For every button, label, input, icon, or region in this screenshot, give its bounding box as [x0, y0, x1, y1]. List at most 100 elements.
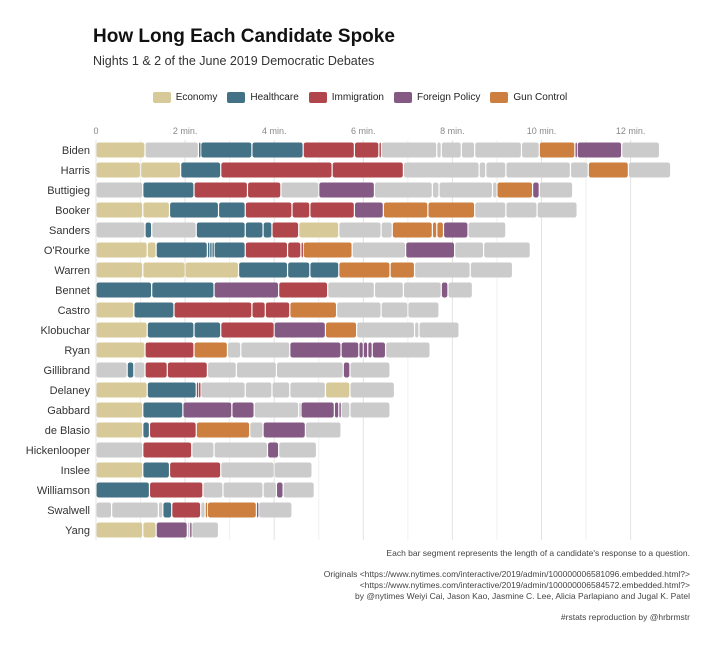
bar-segment — [232, 402, 254, 418]
candidate-label: Booker — [55, 205, 90, 217]
bar-segment — [245, 222, 263, 238]
bar-segment — [279, 442, 316, 458]
candidate-label: Bennet — [55, 285, 90, 297]
bar-segment — [290, 382, 325, 398]
candidate-bar — [96, 502, 292, 518]
bar-segment — [357, 322, 414, 338]
bars — [96, 142, 671, 538]
bar-segment — [537, 202, 577, 218]
bar-segment — [350, 382, 394, 398]
legend-item: Foreign Policy — [394, 92, 480, 103]
bar-segment — [201, 142, 252, 158]
bar-segment — [310, 262, 339, 278]
bar-segment — [339, 402, 341, 418]
bar-segment — [343, 362, 350, 378]
bar-segment — [390, 262, 414, 278]
bar-segment — [475, 202, 506, 218]
bar-segment — [415, 322, 419, 338]
chart-title: How Long Each Candidate Spoke — [93, 26, 395, 47]
candidate-label: Warren — [54, 265, 90, 277]
bar-segment — [256, 502, 259, 518]
candidate-bar — [96, 302, 439, 318]
bar-segment — [372, 342, 385, 358]
candidate-label: Sanders — [49, 225, 90, 237]
bar-segment — [143, 462, 169, 478]
bar-segment — [290, 302, 336, 318]
candidate-bar — [96, 482, 314, 498]
legend-label: Immigration — [331, 92, 384, 103]
candidate-label: Ryan — [64, 345, 90, 357]
bar-segment — [192, 442, 214, 458]
bar-segment — [326, 382, 350, 398]
bar-segment — [196, 422, 250, 438]
bar-segment — [301, 402, 334, 418]
bar-segment — [172, 502, 201, 518]
x-tick-label: 4 min. — [262, 126, 287, 136]
bar-segment — [254, 402, 299, 418]
bar-segment — [205, 502, 208, 518]
bar-segment — [143, 202, 169, 218]
bar-segment — [539, 142, 575, 158]
bar-segment — [415, 262, 470, 278]
bar-segment — [350, 362, 390, 378]
x-tick-label: 2 min. — [173, 126, 198, 136]
bar-segment — [248, 182, 281, 198]
bar-segment — [455, 242, 483, 258]
bar-segment — [143, 422, 149, 438]
bar-segment — [319, 182, 374, 198]
bar-segment — [143, 182, 194, 198]
legend-label: Healthcare — [250, 92, 299, 103]
bar-segment — [577, 142, 622, 158]
bar-segment — [143, 442, 192, 458]
bar-segment — [245, 202, 292, 218]
bar-segment — [272, 382, 290, 398]
bar-segment — [96, 442, 143, 458]
bar-segment — [196, 222, 245, 238]
bar-segment — [288, 262, 310, 278]
bar-segment — [486, 162, 506, 178]
bar-segment — [448, 282, 472, 298]
candidate-label: Williamson — [37, 485, 90, 497]
bar-segment — [207, 502, 256, 518]
legend-item: Immigration — [308, 92, 384, 103]
bar-segment — [259, 502, 292, 518]
bar-segment — [143, 402, 183, 418]
bar-segment — [470, 262, 512, 278]
candidate-label: de Blasio — [45, 425, 90, 437]
candidate-label: Gillibrand — [44, 365, 90, 377]
grid-lines — [95, 140, 632, 540]
candidate-label: Castro — [58, 305, 90, 317]
bar-segment — [379, 142, 381, 158]
bar-segment — [497, 182, 532, 198]
bar-segment — [539, 182, 573, 198]
bar-segment — [156, 522, 187, 538]
bar-segment — [263, 422, 305, 438]
bar-segment — [214, 442, 267, 458]
bar-segment — [493, 182, 497, 198]
candidate-label: Klobuchar — [40, 325, 90, 337]
bar-segment — [96, 522, 143, 538]
bar-segment — [194, 342, 227, 358]
bar-segment — [475, 142, 521, 158]
bar-segment — [332, 162, 403, 178]
bar-segment — [145, 222, 152, 238]
legend-label: Economy — [175, 92, 218, 103]
bar-segment — [147, 242, 156, 258]
bar-segment — [575, 142, 577, 158]
bar-segment — [272, 222, 299, 238]
source-line: Originals <https://www.nytimes.com/inter… — [323, 569, 690, 579]
bar-segment — [96, 162, 140, 178]
bar-segment — [328, 282, 374, 298]
bar-segment — [432, 182, 439, 198]
bar-segment — [441, 282, 448, 298]
bar-segment — [406, 242, 455, 258]
candidate-bar — [96, 422, 341, 438]
bar-segment — [419, 322, 459, 338]
bar-segment — [214, 242, 245, 258]
bar-segment — [432, 222, 437, 238]
bar-segment — [199, 142, 201, 158]
bar-segment — [170, 462, 221, 478]
bar-segment — [199, 382, 201, 398]
bar-segment — [190, 522, 192, 538]
